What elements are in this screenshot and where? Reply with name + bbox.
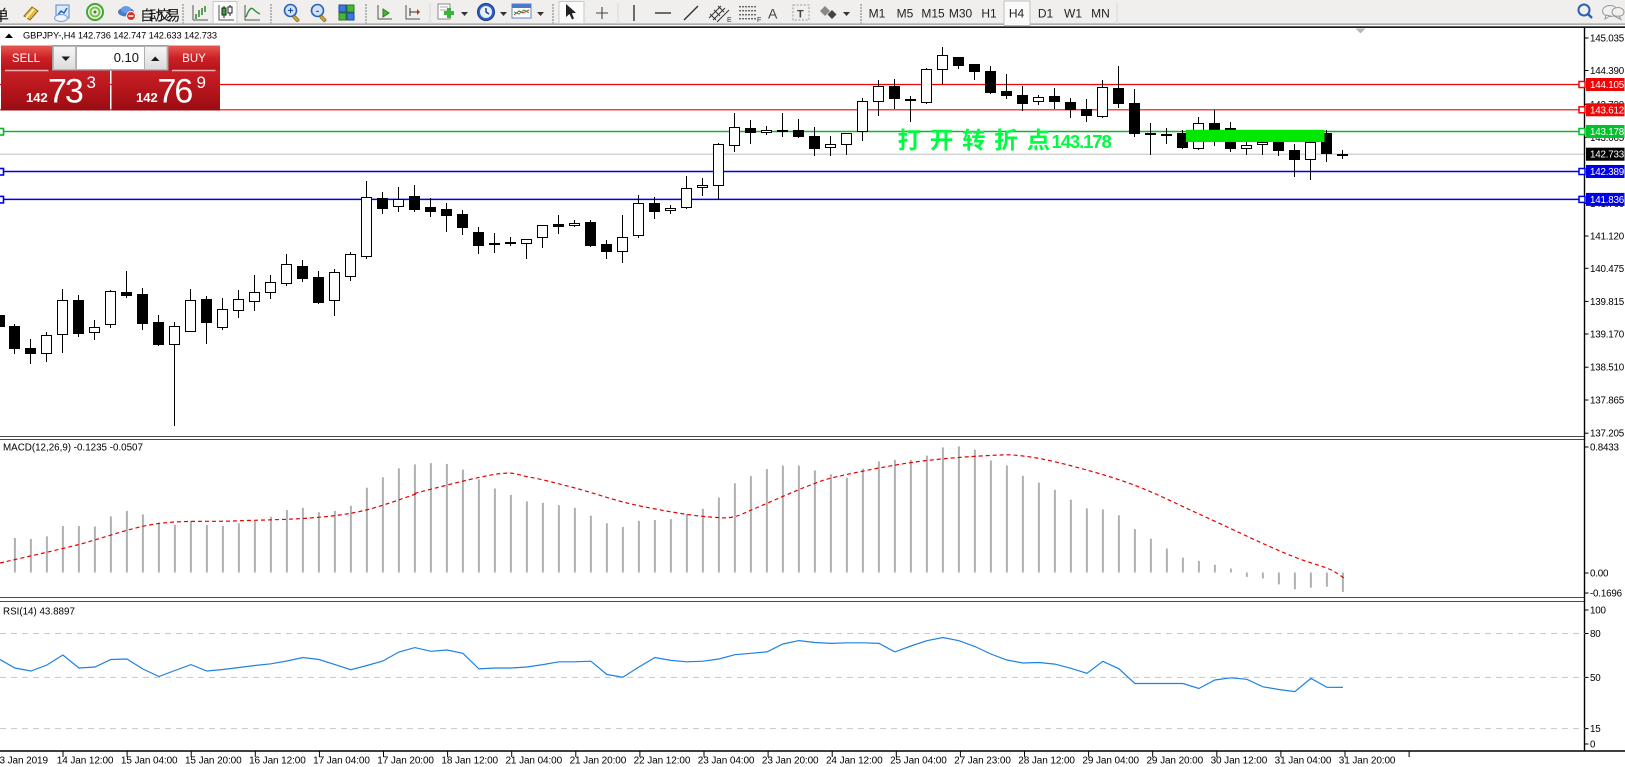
svg-text:E: E [727, 17, 732, 24]
svg-text:31 Jan 20:00: 31 Jan 20:00 [1339, 756, 1396, 767]
svg-text:M1: M1 [869, 7, 886, 21]
svg-text:23 Jan 20:00: 23 Jan 20:00 [762, 756, 819, 767]
svg-text:RSI(14) 43.8897: RSI(14) 43.8897 [3, 607, 75, 618]
svg-text:9: 9 [197, 73, 206, 92]
svg-text:144.390: 144.390 [1590, 66, 1625, 77]
svg-text:137.865: 137.865 [1590, 396, 1625, 407]
svg-text:15 Jan 04:00: 15 Jan 04:00 [121, 756, 178, 767]
svg-text:+: + [288, 6, 294, 17]
svg-text:145.035: 145.035 [1590, 34, 1625, 45]
svg-text:142: 142 [136, 90, 158, 105]
svg-text:0.8433: 0.8433 [1590, 443, 1620, 454]
svg-text:28 Jan 12:00: 28 Jan 12:00 [1018, 756, 1075, 767]
svg-text:-: - [316, 6, 319, 17]
svg-text:-0.1696: -0.1696 [1590, 589, 1623, 600]
svg-text:137.205: 137.205 [1590, 429, 1625, 440]
svg-text:139.170: 139.170 [1590, 330, 1625, 341]
svg-text:29 Jan 20:00: 29 Jan 20:00 [1146, 756, 1203, 767]
svg-text:27 Jan 23:00: 27 Jan 23:00 [954, 756, 1011, 767]
svg-text:138.510: 138.510 [1590, 363, 1625, 374]
svg-text:0.10: 0.10 [114, 50, 139, 65]
svg-text:SELL: SELL [12, 53, 41, 65]
svg-text:142.733: 142.733 [1590, 150, 1625, 161]
svg-text:22 Jan 12:00: 22 Jan 12:00 [634, 756, 691, 767]
svg-text:50: 50 [1590, 673, 1601, 684]
svg-text:29 Jan 04:00: 29 Jan 04:00 [1082, 756, 1139, 767]
svg-text:143.178: 143.178 [1590, 127, 1625, 138]
svg-text:144.105: 144.105 [1590, 80, 1625, 91]
svg-text:30 Jan 12:00: 30 Jan 12:00 [1211, 756, 1268, 767]
svg-text:M15: M15 [921, 7, 945, 21]
svg-text:D1: D1 [1038, 7, 1054, 21]
svg-text:H1: H1 [981, 7, 997, 21]
svg-text:H4: H4 [1009, 7, 1025, 21]
svg-text:W1: W1 [1064, 7, 1082, 21]
svg-text:MACD(12,26,9) -0.1235 -0.0507: MACD(12,26,9) -0.1235 -0.0507 [3, 443, 143, 454]
svg-text:21 Jan 04:00: 21 Jan 04:00 [505, 756, 562, 767]
svg-text:73: 73 [48, 73, 83, 111]
svg-text:24 Jan 12:00: 24 Jan 12:00 [826, 756, 883, 767]
svg-text:M30: M30 [949, 7, 973, 21]
svg-text:0.00: 0.00 [1590, 569, 1609, 580]
svg-text:0: 0 [1590, 740, 1596, 751]
svg-text:139.815: 139.815 [1590, 297, 1625, 308]
svg-text:3: 3 [87, 73, 96, 92]
svg-text:M5: M5 [897, 7, 914, 21]
svg-text:100: 100 [1590, 606, 1606, 617]
svg-text:15: 15 [1590, 724, 1601, 735]
svg-text:142.389: 142.389 [1590, 167, 1624, 178]
svg-text:141.836: 141.836 [1590, 195, 1625, 206]
svg-text:MN: MN [1091, 7, 1110, 21]
svg-text:140.475: 140.475 [1590, 264, 1625, 275]
svg-text:80: 80 [1590, 629, 1601, 640]
svg-text:25 Jan 04:00: 25 Jan 04:00 [890, 756, 947, 767]
svg-text:BUY: BUY [182, 53, 206, 65]
svg-text:17 Jan 04:00: 17 Jan 04:00 [313, 756, 370, 767]
svg-text:23 Jan 04:00: 23 Jan 04:00 [698, 756, 755, 767]
svg-text:15 Jan 20:00: 15 Jan 20:00 [185, 756, 242, 767]
svg-text:142: 142 [26, 90, 48, 105]
svg-text:17 Jan 20:00: 17 Jan 20:00 [377, 756, 434, 767]
svg-text:18 Jan 12:00: 18 Jan 12:00 [441, 756, 498, 767]
svg-text:13 Jan 2019: 13 Jan 2019 [0, 756, 49, 767]
svg-text:76: 76 [158, 73, 193, 111]
svg-text:21 Jan 20:00: 21 Jan 20:00 [570, 756, 627, 767]
svg-text:A: A [768, 6, 778, 22]
svg-text:14 Jan 12:00: 14 Jan 12:00 [57, 756, 114, 767]
svg-text:143.178: 143.178 [1052, 131, 1112, 152]
svg-text:143.065: 143.065 [1590, 133, 1625, 144]
svg-text:31 Jan 04:00: 31 Jan 04:00 [1275, 756, 1332, 767]
svg-text:GBPJPY-,H4 142.736 142.747 14: GBPJPY-,H4 142.736 142.747 142.633 142.7… [23, 31, 217, 41]
svg-text:16 Jan 12:00: 16 Jan 12:00 [249, 756, 306, 767]
svg-text:T: T [797, 9, 804, 21]
svg-text:F: F [757, 17, 761, 24]
svg-text:141.120: 141.120 [1590, 232, 1625, 243]
svg-text:143.612: 143.612 [1590, 105, 1624, 116]
